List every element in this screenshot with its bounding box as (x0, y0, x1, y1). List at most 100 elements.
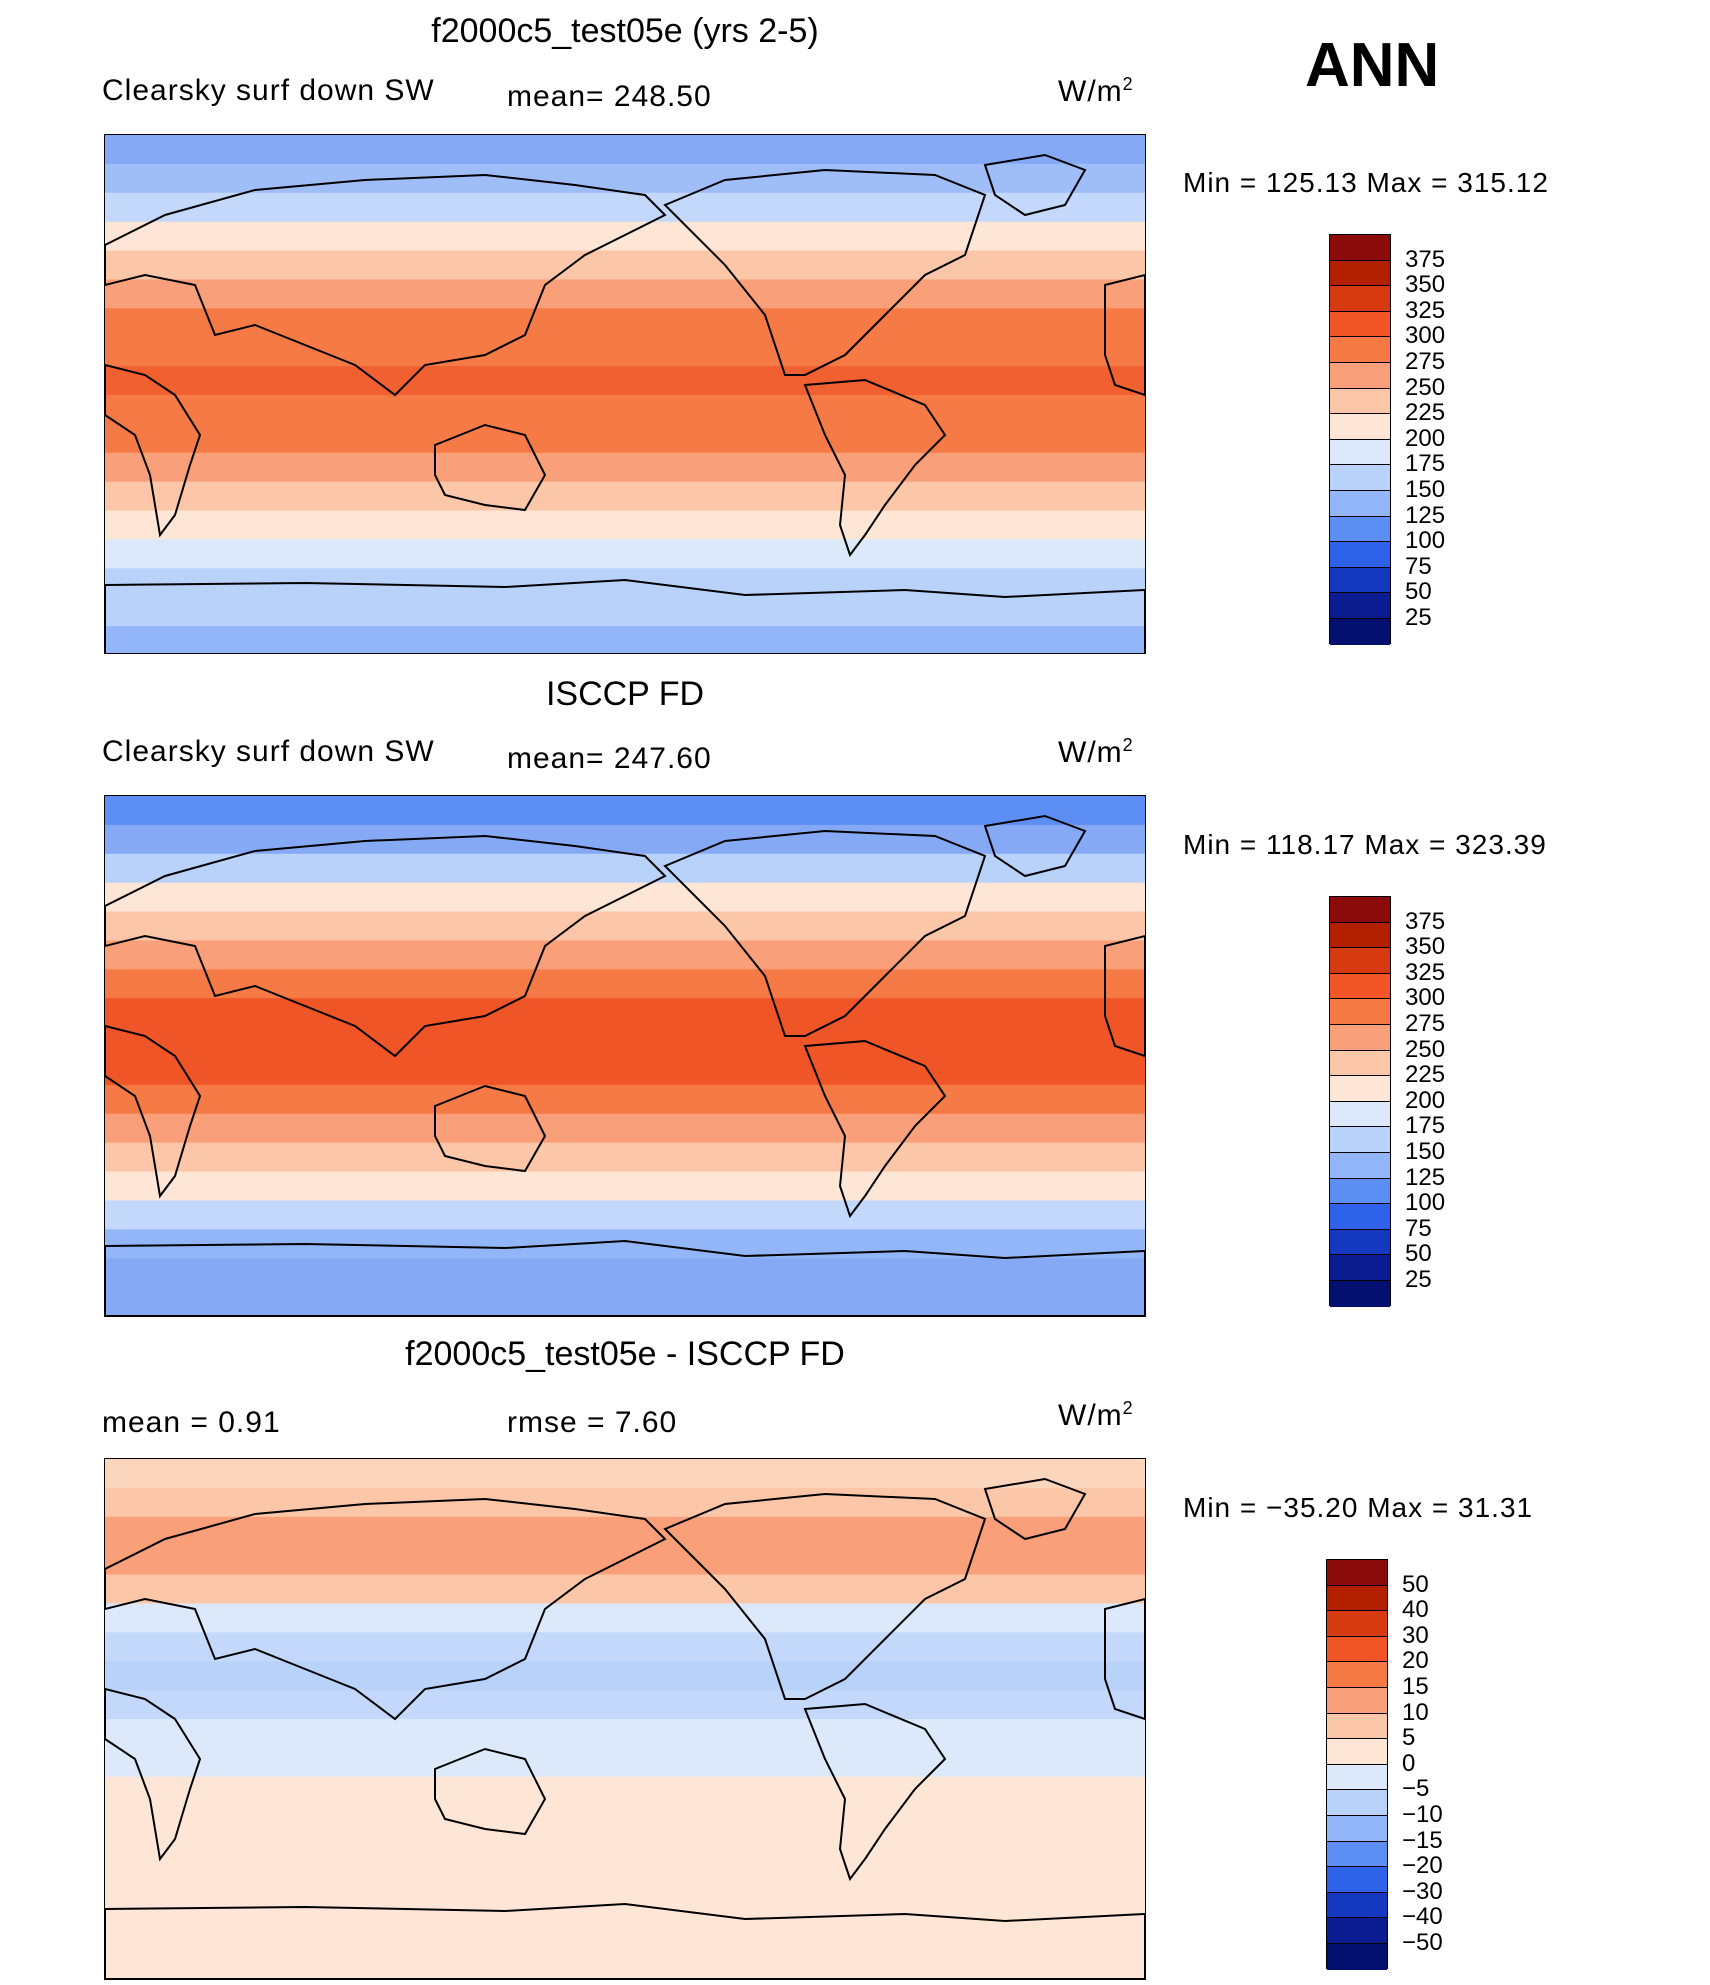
contour-band (105, 597, 1145, 628)
colorbar-tick-label: 50 (1405, 1240, 1432, 1268)
colorbar-tick-label: 50 (1402, 1570, 1429, 1598)
contour-band (105, 423, 1145, 454)
coastline (983, 814, 1087, 878)
colorbar-segment (1330, 567, 1390, 594)
panel-title: ISCCP FD (545, 675, 705, 713)
colorbar-segment (1327, 1687, 1387, 1714)
contour-band (105, 510, 1145, 541)
contour-band (105, 539, 1145, 570)
contour-band (105, 192, 1145, 223)
colorbar-segment (1330, 1229, 1390, 1256)
colorbar-segment (1327, 1867, 1387, 1893)
colorbar-tick-label: 350 (1405, 271, 1446, 299)
season-label: ANN (1305, 31, 1440, 100)
coastline (105, 173, 667, 397)
colorbar-tick-label: 200 (1405, 424, 1446, 452)
colorbar-tick-label: 30 (1402, 1621, 1429, 1649)
coastline (663, 829, 987, 1037)
contour-band (105, 395, 1145, 425)
colorbar-segment (1330, 516, 1390, 543)
colorbar-tick-label: −30 (1402, 1877, 1443, 1905)
units-label: W/m2 (1058, 735, 1134, 770)
map-diff (104, 1458, 1146, 1980)
contour-band (105, 1690, 1145, 1720)
coastline (105, 834, 667, 1058)
colorbar-tick-label: 40 (1402, 1596, 1429, 1624)
colorbar-segment (1327, 1585, 1387, 1612)
colorbar-tick-label: 275 (1405, 348, 1446, 375)
contour-band (105, 882, 1145, 913)
contour-band (105, 250, 1145, 281)
contour-band (105, 969, 1145, 1000)
colorbar-segment (1330, 1280, 1390, 1307)
colorbar-segment (1330, 1050, 1390, 1077)
coastline (105, 1239, 1145, 1316)
colorbar-segment (1330, 388, 1390, 415)
map-svg (105, 796, 1145, 1316)
colorbar-segment (1330, 973, 1390, 1000)
coastline (105, 1687, 202, 1862)
colorbar-segment (1330, 1255, 1390, 1281)
contour-band (105, 1805, 1145, 1836)
contour-band (105, 1719, 1145, 1749)
coastline (1104, 1597, 1145, 1721)
contour-band (105, 452, 1145, 483)
contour-band (105, 940, 1145, 971)
colorbar-segment (1330, 999, 1390, 1025)
colorbar-tick-label: 175 (1405, 450, 1446, 478)
coastline (1104, 273, 1145, 397)
units-label: W/m2 (1058, 1398, 1134, 1433)
map-model (104, 134, 1146, 654)
variable-label: Clearsky surf down SW (102, 74, 435, 107)
min-max-label: Min = 125.13 Max = 315.12 (1183, 167, 1549, 198)
colorbar-segment (1330, 1076, 1390, 1102)
colorbar-tick-label: 10 (1402, 1698, 1429, 1726)
colorbar-segment (1327, 1841, 1387, 1868)
colorbar-segment (1330, 1101, 1390, 1128)
colorbar-segment (1327, 1560, 1387, 1586)
coastline (803, 1039, 947, 1219)
min-max-label: Min = 118.17 Max = 323.39 (1183, 829, 1547, 860)
colorbar-segment (1327, 1713, 1387, 1740)
colorbar-tick-label: −40 (1402, 1903, 1443, 1931)
colorbar-tick-label: 25 (1405, 1266, 1432, 1293)
contour-band (105, 221, 1145, 252)
contour-band (105, 1084, 1145, 1115)
contour-band (105, 1287, 1145, 1316)
coastline (434, 423, 547, 512)
colorbar-tick-label: −5 (1402, 1775, 1430, 1803)
colorbar-tick-label: 325 (1405, 296, 1446, 324)
coastline (663, 1492, 987, 1700)
colorbar-tick-label: −15 (1402, 1826, 1443, 1854)
contour-band (105, 337, 1145, 368)
colorbar-tick-label: 325 (1405, 958, 1446, 986)
colorbar-segment (1327, 1636, 1387, 1663)
colorbar-segment (1330, 490, 1390, 517)
colorbar-segment (1330, 1127, 1390, 1153)
units-text: W/m (1058, 75, 1123, 108)
contour-band (105, 1863, 1145, 1894)
colorbar-segment (1327, 1764, 1387, 1791)
map-svg (105, 135, 1145, 653)
contour-band (105, 1459, 1145, 1489)
units-text: W/m (1058, 1399, 1123, 1432)
contour-band (105, 1921, 1145, 1952)
contour-band (105, 1834, 1145, 1865)
coastline (105, 1497, 667, 1721)
colorbar-segment (1327, 1815, 1387, 1842)
colorbar-segment (1327, 1892, 1387, 1919)
coastline (663, 168, 987, 376)
colorbar-tick-label: 250 (1405, 1035, 1446, 1063)
colorbar-segment (1330, 948, 1390, 974)
colorbar-segment (1330, 414, 1390, 440)
colorbar-tick-label: −20 (1402, 1852, 1443, 1880)
colorbar-tick-label: 350 (1405, 933, 1446, 961)
colorbar-tick-label: 225 (1405, 399, 1446, 427)
panel-title: f2000c5_test05e (yrs 2-5) (431, 12, 819, 50)
colorbar-tick-label: −50 (1402, 1929, 1443, 1956)
coastline (105, 1024, 202, 1199)
units-label: W/m2 (1058, 74, 1134, 109)
colorbar-segment (1330, 337, 1390, 363)
colorbar-tick-label: 200 (1405, 1086, 1446, 1114)
colorbar-segment (1327, 1790, 1387, 1816)
